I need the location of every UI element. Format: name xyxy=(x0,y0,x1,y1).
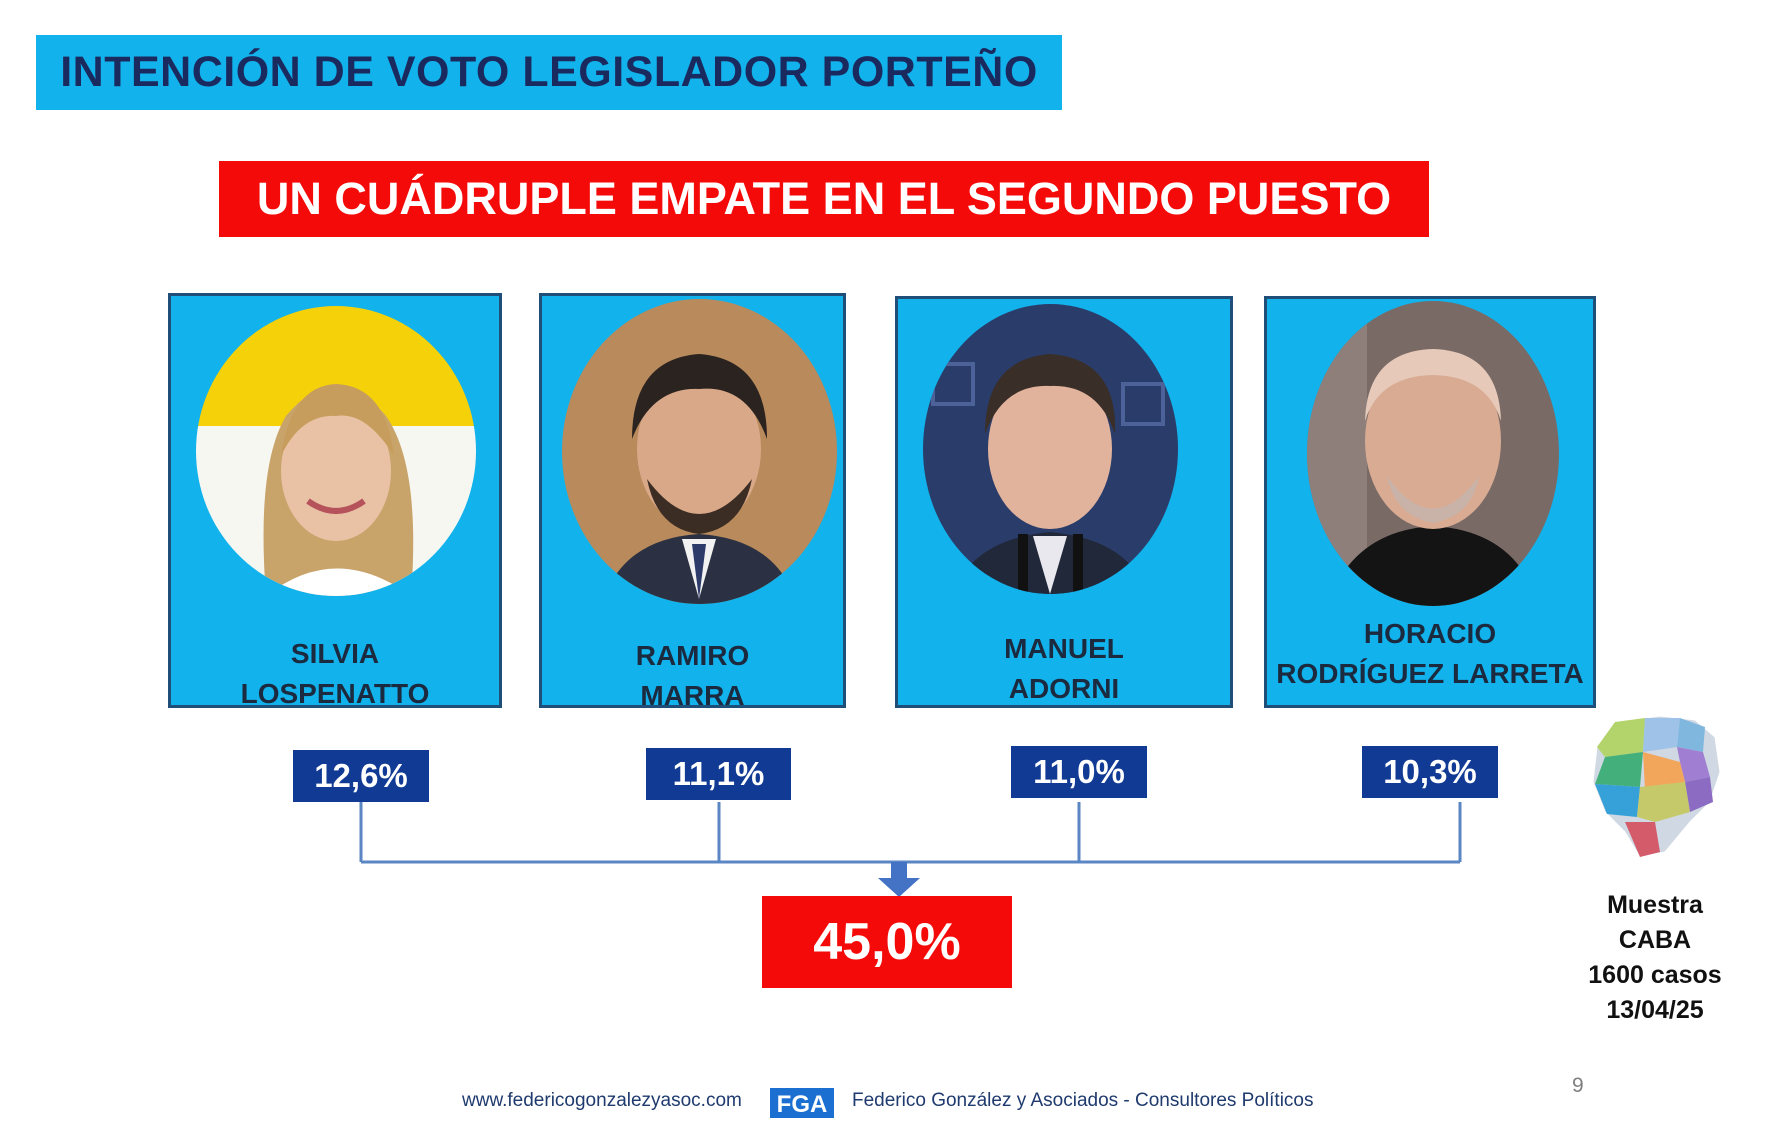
total-percent: 45,0% xyxy=(762,896,1012,988)
candidate-card-lospenatto: SILVIA LOSPENATTO xyxy=(168,293,502,709)
candidate-card-adorni: MANUEL ADORNI xyxy=(895,296,1233,708)
footer: www.federicogonzalezyasoc.com FGA Federi… xyxy=(0,1086,1773,1120)
sample-info: Muestra CABA 1600 casos 13/04/25 xyxy=(1588,891,1722,1024)
candidate-photo-marra xyxy=(562,299,837,604)
candidate-name-larreta: HORACIO RODRÍGUEZ LARRETA xyxy=(1276,618,1584,689)
candidate-name-marra: RAMIRO MARRA xyxy=(635,640,750,711)
fga-logo: FGA xyxy=(770,1088,834,1118)
percent-lospenatto: 12,6% xyxy=(293,750,429,802)
caba-map-icon xyxy=(1585,712,1725,862)
candidate-name-lospenatto: SILVIA LOSPENATTO xyxy=(240,638,430,709)
page-subtitle: UN CUÁDRUPLE EMPATE EN EL SEGUNDO PUESTO xyxy=(256,173,1392,224)
down-arrow-icon xyxy=(878,862,920,897)
percent-larreta: 10,3% xyxy=(1362,746,1498,798)
page-number: 9 xyxy=(1572,1074,1584,1097)
subtitle-banner: UN CUÁDRUPLE EMPATE EN EL SEGUNDO PUESTO xyxy=(219,161,1429,237)
candidate-card-larreta: HORACIO RODRÍGUEZ LARRETA xyxy=(1264,296,1596,708)
percent-adorni: 11,0% xyxy=(1011,746,1147,798)
candidate-photo-larreta xyxy=(1307,301,1559,606)
title-banner: INTENCIÓN DE VOTO LEGISLADOR PORTEÑO xyxy=(36,35,1062,110)
fga-logo-text: FGA xyxy=(777,1091,828,1118)
candidate-photo-adorni xyxy=(923,304,1178,594)
candidate-card-marra: RAMIRO MARRA xyxy=(539,293,846,711)
page-title: INTENCIÓN DE VOTO LEGISLADOR PORTEÑO xyxy=(60,48,1038,96)
percent-marra: 11,1% xyxy=(646,748,791,800)
footer-firm-name: Federico González y Asociados - Consulto… xyxy=(852,1090,1314,1111)
candidate-name-adorni: MANUEL ADORNI xyxy=(1004,633,1124,704)
footer-website-link[interactable]: www.federicogonzalezyasoc.com xyxy=(462,1090,742,1111)
